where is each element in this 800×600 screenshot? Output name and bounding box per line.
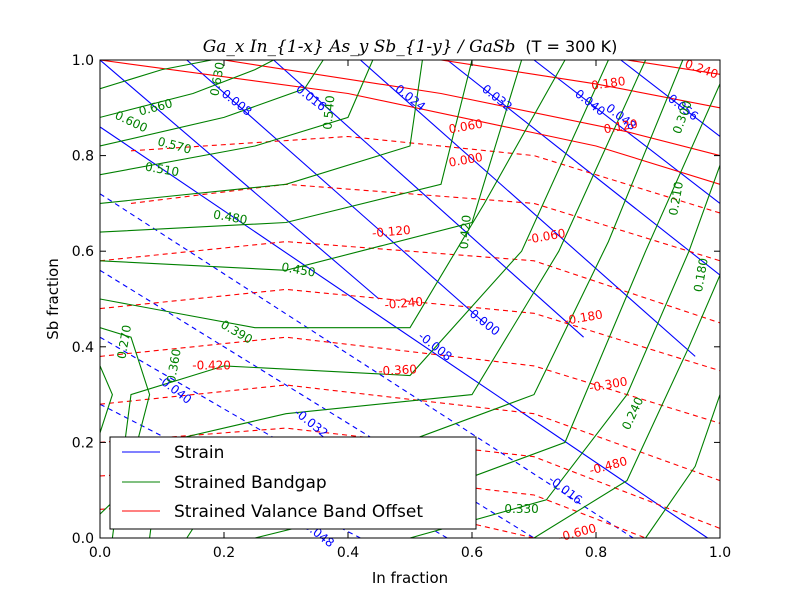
bandgap-contour-label: 0.630: [207, 61, 227, 97]
x-tick-label: 0.2: [213, 545, 235, 561]
bandgap-contour-label: 0.420: [457, 214, 474, 249]
bandgap-contour-label: 0.270: [114, 324, 134, 360]
legend-label-offset: Strained Valance Band Offset: [174, 502, 423, 522]
bandgap-contour-line: [100, 60, 523, 271]
y-tick-label: 0.8: [72, 149, 94, 165]
valence-offset-contour-line: [100, 241, 720, 324]
valence-offset-contour-label: 0.000: [448, 150, 484, 170]
strain-contour-line: [100, 126, 708, 538]
plot-frame: [99, 59, 721, 539]
bandgap-contour-label: 0.360: [164, 348, 184, 384]
bandgap-contour-line: [100, 60, 274, 118]
chart-title: Ga_x In_{1-x} As_y Sb_{1-y} / GaSb (T = …: [203, 37, 618, 57]
strain-contour-line: [100, 193, 634, 538]
valence-offset-contour-line: [100, 384, 720, 482]
x-tick-label: 1.0: [709, 545, 731, 561]
strain-contour-line: [100, 60, 380, 300]
valence-offset-contour-line: [100, 60, 720, 185]
bandgap-contour-line: [100, 60, 212, 90]
valence-offset-contour-label: -0.180: [563, 307, 604, 328]
bandgap-contour-label: 0.210: [666, 180, 686, 216]
strain-contour-line: [273, 60, 584, 338]
x-tick-label: 0.8: [585, 545, 607, 561]
valence-offset-contour-label: 0.180: [590, 74, 626, 93]
valence-offset-contour-label: -0.360: [378, 362, 417, 378]
bandgap-contour-label: 0.540: [320, 95, 337, 130]
valence-offset-contour-line: [130, 183, 720, 262]
legend-box: [109, 436, 477, 530]
chart-title-math: Ga_x In_{1-x} As_y Sb_{1-y} / GaSb: [203, 37, 516, 57]
axis-ticks: 0.0 0.2 0.4 0.6 0.8 1.0 0.0 0.2 0.4 0.6 0.8 1.0: [72, 53, 731, 561]
bandgap-contour-label: 0.510: [144, 160, 180, 180]
strain-contour-line: [446, 60, 720, 276]
bandgap-contour-label: 0.330: [504, 502, 538, 516]
x-tick-label: 0.0: [89, 545, 111, 561]
bandgap-contour-line: [409, 165, 720, 538]
bandgap-contour-line: [100, 365, 113, 433]
valence-offset-contour-line: [130, 135, 720, 214]
valence-offset-contour-line: [100, 288, 720, 372]
x-axis-label: In fraction: [372, 569, 448, 587]
y-tick-label: 0.2: [72, 435, 94, 451]
bandgap-contour-line: [100, 60, 473, 233]
bandgap-contour-label: 0.180: [691, 257, 711, 293]
valence-offset-contour-line: [223, 60, 720, 157]
bandgap-contour-line: [100, 60, 374, 176]
y-tick-label: 0.6: [72, 244, 94, 260]
y-tick-label: 1.0: [72, 53, 94, 69]
valence-offset-contour-line: [440, 60, 720, 109]
bandgap-contour-line: [100, 60, 566, 329]
valence-offset-contour-line: [626, 60, 720, 75]
valence-offset-contour-label: -0.120: [371, 223, 411, 240]
legend-label-strain: Strain: [174, 443, 224, 463]
strain-contour-line: [186, 60, 485, 324]
strain-contour-line: [360, 60, 696, 357]
y-axis-label: Sb fraction: [44, 258, 62, 339]
valence-offset-contour-label: 0.060: [448, 117, 484, 137]
x-tick-label: 0.6: [461, 545, 483, 561]
legend-label-bandgap: Strained Bandgap: [174, 473, 327, 493]
legend: Strain Strained Bandgap Strained Valance…: [109, 436, 477, 530]
valence-offset-contour-label: -0.240: [384, 295, 424, 312]
chart-title-suffix: (T = 300 K): [525, 37, 617, 56]
valence-offset-contour-label: -0.300: [588, 374, 629, 395]
bandgap-contour-line: [111, 60, 609, 538]
valence-offset-contour-label: -0.420: [192, 358, 231, 372]
bandgap-contour-label: 0.450: [280, 260, 316, 280]
bandgap-contour-line: [645, 394, 720, 538]
bandgap-contour-label: 0.480: [212, 207, 248, 227]
valence-offset-contour-label: -0.060: [526, 226, 567, 247]
bandgap-contour-line: [100, 60, 324, 147]
y-tick-label: 0.4: [72, 340, 94, 356]
valence-offset-contour-label: 0.120: [603, 117, 639, 137]
x-tick-label: 0.4: [337, 545, 359, 561]
bandgap-contour-line: [100, 60, 423, 204]
bandgap-contour-line: [533, 274, 720, 538]
y-tick-label: 0.0: [72, 531, 94, 547]
